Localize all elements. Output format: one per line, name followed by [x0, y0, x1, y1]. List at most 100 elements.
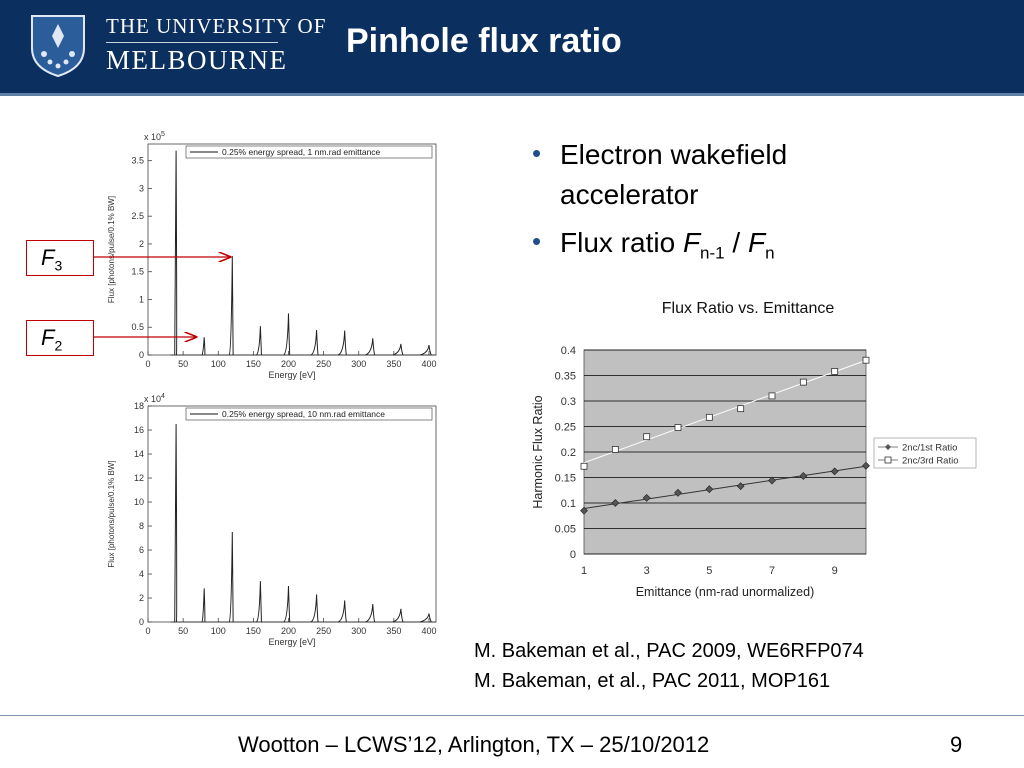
legend-label: 2nc/3rd Ratio: [902, 456, 959, 467]
data-point-square: [674, 424, 682, 431]
x-tick-label: 50: [178, 359, 188, 369]
ratio-separator: /: [724, 227, 748, 258]
y-tick-label: 3: [139, 183, 144, 193]
spectrum-peak: [310, 329, 319, 356]
spectrum-peak: [419, 344, 432, 356]
trend-line: [583, 465, 867, 509]
spectrum-peak: [392, 608, 404, 623]
data-point-square: [768, 392, 776, 400]
spectrum-peak: [337, 330, 347, 356]
y-tick-label: 0.2: [561, 447, 576, 459]
y-tick-label: 1.5: [131, 267, 144, 277]
data-point-square: [862, 356, 870, 364]
x-tick-label: 150: [246, 359, 261, 369]
x-tick-label: 250: [316, 359, 331, 369]
spectrum-peak: [283, 313, 291, 356]
spectrum-peak: [392, 343, 404, 356]
legend-marker: [884, 456, 892, 464]
spectrum-peak: [174, 150, 178, 356]
y-tick-label: 18: [134, 401, 144, 411]
reference-item: M. Bakeman, et al., PAC 2011, MOP161: [474, 670, 831, 692]
x-tick-label: 300: [351, 626, 366, 636]
data-point-diamond: [705, 485, 714, 494]
x-axis-label: Energy [eV]: [268, 370, 315, 380]
data-point-diamond: [830, 467, 839, 476]
y-tick-label: 2: [139, 593, 144, 603]
bullet-list: • Electron wakefield accelerator • Flux …: [532, 135, 872, 282]
bullet-icon: •: [532, 226, 542, 256]
bullet-item: • Flux ratio Fn-1 / Fn: [532, 223, 872, 274]
data-point-square: [643, 433, 651, 441]
trend-line: [583, 359, 867, 464]
y-tick-label: 2.5: [131, 211, 144, 221]
header-divider: [0, 93, 1024, 96]
flux-subscript-1: n-1: [700, 243, 725, 263]
footer-text: Wootton – LCWS’12, Arlington, TX – 25/10…: [238, 732, 710, 757]
x-tick-label: 3: [644, 565, 650, 577]
data-point-diamond: [580, 506, 588, 515]
y-tick-label: 4: [139, 569, 144, 579]
spectrum-peak: [201, 337, 206, 356]
data-point-diamond: [799, 472, 808, 480]
data-point-square: [831, 368, 839, 375]
y-tick-label: 0.35: [555, 371, 576, 383]
y-tick-label: 0.25: [555, 422, 576, 434]
spectrum-peak: [310, 594, 319, 623]
flux-symbol-2: F: [747, 227, 766, 258]
spectrum-peak: [337, 600, 347, 623]
spectrum-peak: [228, 256, 234, 356]
legend-label: 2nc/1st Ratio: [902, 443, 957, 454]
data-point-diamond: [736, 482, 745, 491]
bullet-prefix: Flux ratio: [560, 227, 683, 258]
data-point-square: [799, 378, 807, 386]
x-tick-label: 250: [316, 626, 331, 636]
spectrum-peak: [419, 613, 432, 623]
y-tick-label: 3.5: [131, 156, 144, 166]
y-tick-label: 2: [139, 239, 144, 249]
data-point-square: [580, 462, 588, 470]
x-tick-label: 9: [832, 565, 838, 577]
legend-marker: [885, 444, 891, 450]
y-axis-label: Harmonic Flux Ratio: [531, 395, 545, 508]
spectrum-peak: [365, 603, 376, 623]
y-tick-label: 0.3: [561, 396, 576, 408]
slide-title: Pinhole flux ratio: [346, 22, 622, 60]
y-axis-label: Flux [photons/pulse/0.1% BW]: [107, 196, 116, 303]
spectrum-peak: [201, 588, 206, 623]
x-tick-label: 100: [211, 359, 226, 369]
scale-factor: x 105: [144, 131, 165, 142]
x-tick-label: 100: [211, 626, 226, 636]
bullet-text: Electron wakefield accelerator: [560, 139, 788, 210]
x-tick-label: 300: [351, 359, 366, 369]
x-tick-label: 0: [145, 359, 150, 369]
x-tick-label: 1: [581, 565, 587, 577]
spectrum-peak: [365, 338, 376, 356]
data-point-diamond: [611, 499, 620, 507]
x-tick-label: 200: [281, 626, 296, 636]
y-tick-label: 6: [139, 545, 144, 555]
y-tick-label: 0: [570, 549, 576, 561]
university-name-divider: [106, 42, 278, 43]
university-crest-icon: [31, 15, 85, 78]
spectrum-peak: [256, 326, 262, 356]
y-tick-label: 0.4: [561, 345, 576, 357]
bullet-item: • Electron wakefield accelerator: [532, 135, 872, 215]
y-tick-label: 0.15: [555, 473, 576, 485]
x-axis-label: Emittance (nm-rad unormalized): [636, 585, 815, 599]
scale-factor: x 104: [144, 393, 165, 404]
flux-ratio-chart: Flux Ratio vs. Emittance 0 0.05 0.1 0.15 0.2 0…: [531, 300, 977, 599]
data-point-square: [737, 405, 745, 413]
page-number: 9: [950, 732, 963, 757]
legend-label: 0.25% energy spread, 1 nm.rad emittance: [222, 147, 381, 157]
spectrum-peak: [228, 531, 234, 623]
y-tick-label: 0.1: [561, 498, 576, 510]
y-tick-label: 0.5: [131, 322, 144, 332]
header-bar: THE UNIVERSITY OF MELBOURNE Pinhole flux…: [0, 0, 1024, 93]
f2-label-sub: 2: [54, 337, 63, 354]
chart-title: Flux Ratio vs. Emittance: [662, 300, 835, 317]
x-tick-label: 150: [246, 626, 261, 636]
flux-symbol-1: F: [682, 227, 701, 258]
f3-label-main: F: [41, 245, 55, 270]
spectrum-peak: [283, 585, 291, 623]
